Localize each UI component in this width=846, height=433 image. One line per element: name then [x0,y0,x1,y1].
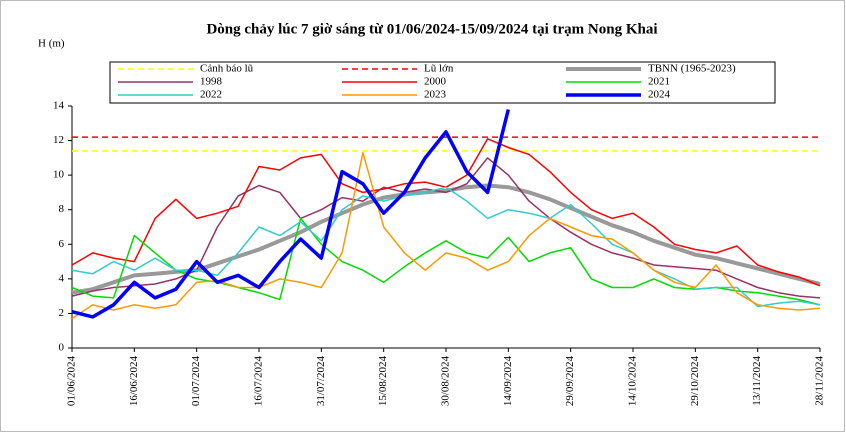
x-tick-label: 13/11/2024 [751,356,763,406]
y-tick-label: 12 [53,134,64,146]
x-tick-label: 01/07/2024 [190,356,202,407]
legend-label: Cảnh báo lũ [200,63,254,75]
x-tick-label: 16/06/2024 [128,356,140,407]
series-line [71,151,821,320]
legend-label: 2021 [648,76,670,88]
x-tick-label: 14/09/2024 [502,356,514,407]
series-line [71,186,821,308]
x-tick-label: 29/10/2024 [689,356,701,407]
legend-label: Lũ lớn [424,63,454,75]
legend-label: 1998 [200,76,223,88]
x-tick-label: 14/10/2024 [627,356,639,407]
legend-label: 2000 [424,76,447,88]
y-tick-label: 4 [59,272,65,284]
y-axis-label: H (m) [38,38,65,50]
y-tick-label: 6 [59,238,65,250]
legend-label: 2024 [648,89,671,101]
series-line [71,109,510,319]
legend [109,61,776,104]
x-tick-label: 31/07/2024 [315,356,327,407]
legend-label: 2023 [424,89,447,101]
x-tick-label: 15/08/2024 [377,356,389,407]
x-tick-label: 29/09/2024 [564,356,576,407]
y-tick-label: 2 [59,307,65,319]
y-tick-label: 8 [59,203,65,215]
x-tick-label: 30/08/2024 [440,356,452,407]
y-tick-label: 0 [59,342,65,354]
x-tick-label: 28/11/2024 [814,356,826,406]
x-tick-label: 16/07/2024 [253,356,265,407]
y-tick-label: 14 [53,100,65,112]
legend-label: 2022 [200,89,222,101]
y-tick-label: 10 [53,169,65,181]
chart-title: Dòng chảy lúc 7 giờ sáng từ 01/06/2024-1… [206,21,657,37]
x-tick-label: 01/06/2024 [66,356,78,407]
legend-label: TBNN (1965-2023) [648,63,736,75]
